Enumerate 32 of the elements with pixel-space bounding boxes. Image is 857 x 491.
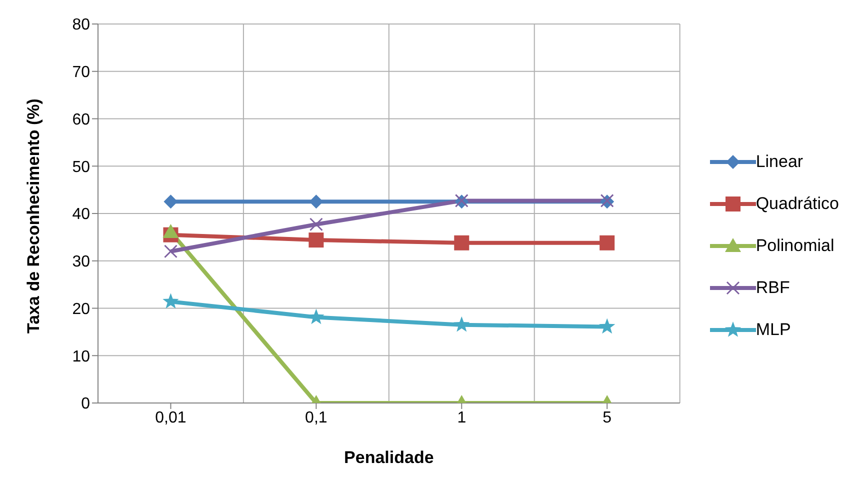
legend-label: Polinomial	[756, 236, 834, 256]
legend-label: Linear	[756, 152, 804, 172]
x-tick-label: 1	[457, 409, 466, 426]
point	[162, 224, 179, 238]
y-tick-label: 10	[72, 348, 90, 366]
y-tick-label: 30	[72, 254, 90, 271]
y-tick-label: 70	[72, 64, 90, 82]
point	[308, 232, 324, 248]
point	[164, 194, 178, 209]
x-tick-label: 0,01	[155, 409, 186, 426]
y-tick-label: 50	[72, 158, 90, 176]
x-axis-title: Penalidade	[344, 448, 434, 467]
y-tick-label: 20	[72, 300, 90, 318]
point	[599, 318, 616, 334]
point	[454, 235, 470, 250]
point	[164, 244, 178, 258]
point	[308, 308, 324, 324]
point	[309, 194, 324, 209]
y-tick-label: 40	[72, 206, 90, 224]
point	[162, 293, 179, 308]
y-tick-label: 80	[72, 16, 90, 34]
y-tick-label: 0	[81, 396, 90, 413]
point	[309, 218, 323, 232]
y-tick-label: 60	[72, 111, 90, 128]
legend-label: RBF	[756, 278, 790, 298]
x-tick-label: 5	[602, 409, 612, 426]
y-axis-title: Taxa de Reconhecimento (%)	[24, 98, 44, 334]
x-tick-label: 0,1	[305, 409, 328, 426]
point	[600, 235, 615, 250]
legend-label: Quadrático	[756, 194, 839, 214]
point	[454, 316, 470, 332]
legend-label: MLP	[756, 320, 791, 340]
